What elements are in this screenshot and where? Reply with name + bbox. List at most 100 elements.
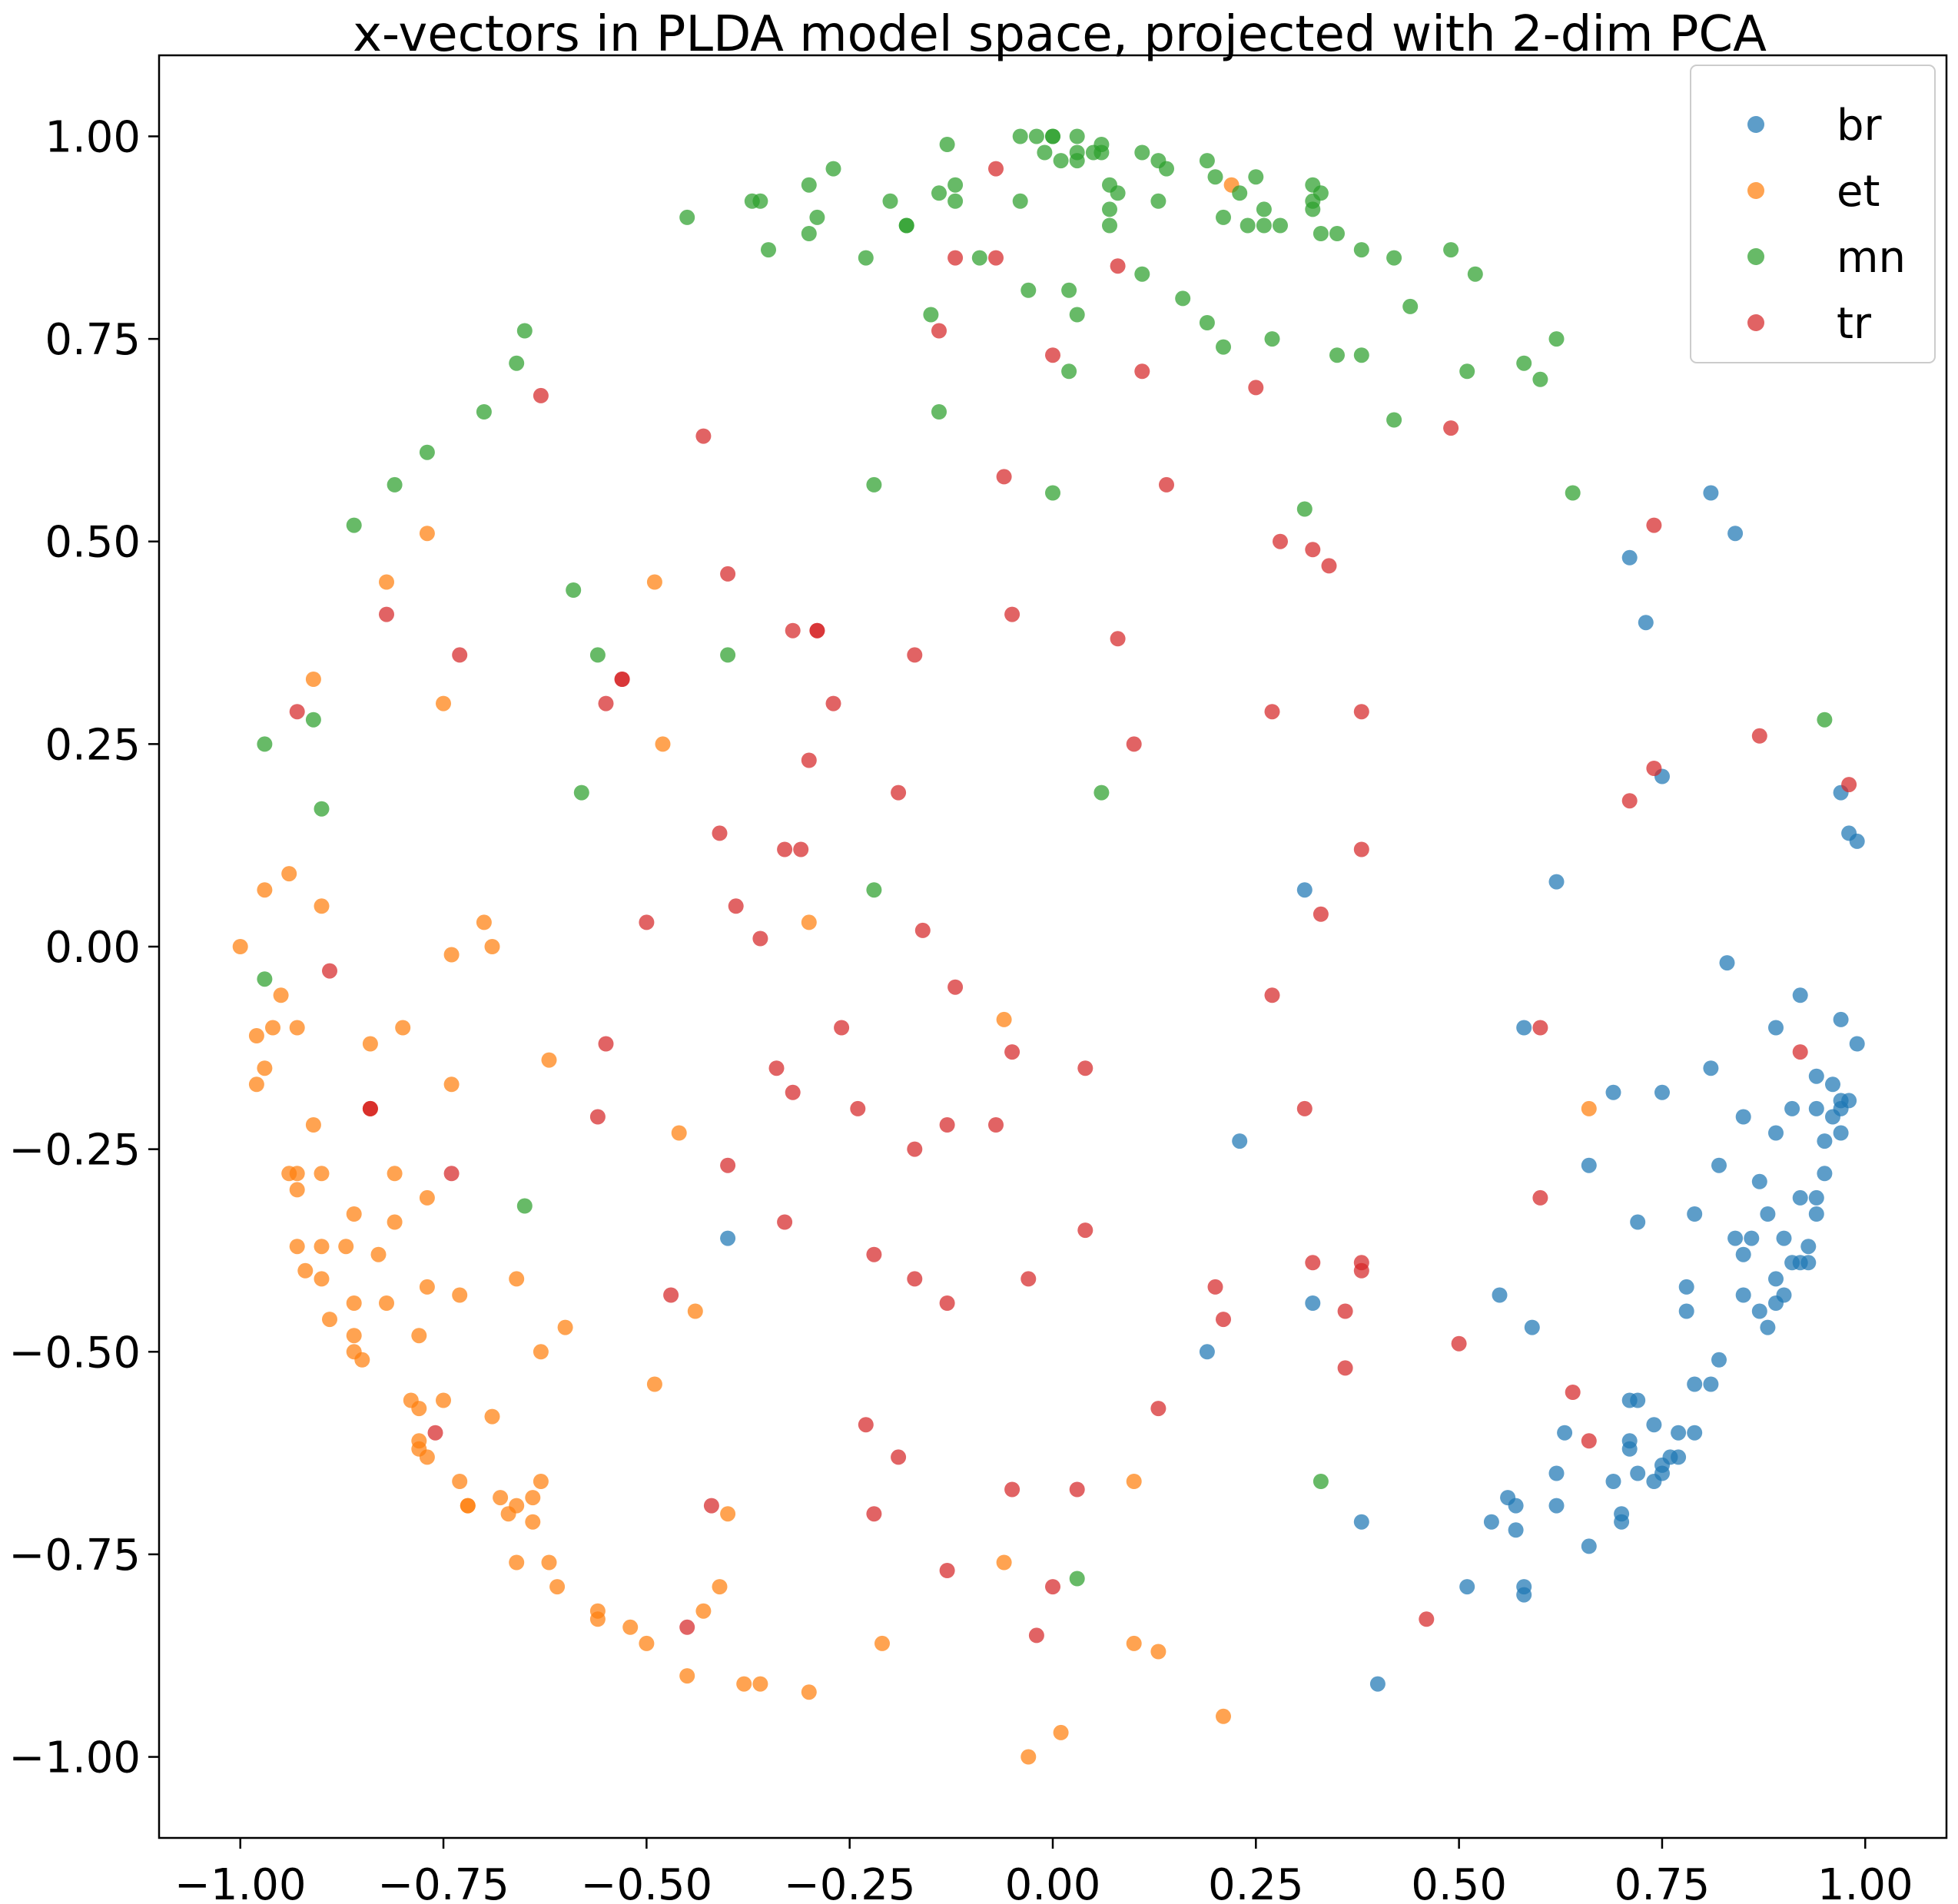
point-tr	[452, 647, 468, 663]
point-mn	[1207, 169, 1223, 185]
point-tr	[1451, 1335, 1467, 1352]
x-tick-label: −0.75	[377, 1860, 509, 1904]
point-tr	[1646, 761, 1662, 776]
point-et	[322, 1312, 337, 1328]
point-tr	[1273, 533, 1288, 549]
point-mn	[866, 882, 882, 898]
y-tick-label: −1.00	[8, 1733, 141, 1783]
point-mn	[1069, 1571, 1085, 1587]
point-mn	[1386, 412, 1402, 428]
point-et	[387, 1166, 403, 1182]
point-tr	[939, 1117, 955, 1133]
point-et	[370, 1246, 387, 1262]
x-tick-label: −1.00	[174, 1860, 307, 1904]
point-et	[639, 1635, 655, 1651]
point-mn	[1045, 485, 1060, 501]
point-et	[655, 736, 671, 752]
point-et	[1581, 1100, 1597, 1116]
point-mn	[257, 736, 273, 752]
point-mn	[1386, 250, 1402, 266]
point-br	[1768, 1295, 1784, 1311]
point-mn	[1012, 128, 1028, 144]
point-tr	[947, 250, 964, 266]
point-tr	[1110, 258, 1126, 274]
point-et	[1126, 1474, 1142, 1489]
point-mn	[1353, 242, 1369, 258]
point-br	[1711, 1157, 1727, 1173]
point-et	[1216, 1708, 1231, 1724]
point-tr	[866, 1246, 882, 1262]
point-mn	[1256, 217, 1272, 234]
point-mn	[1061, 282, 1077, 298]
point-et	[387, 1214, 403, 1230]
point-mn	[898, 217, 914, 234]
point-tr	[1305, 542, 1321, 558]
point-mn	[1134, 144, 1150, 161]
point-et	[476, 914, 492, 930]
point-br	[1833, 1011, 1849, 1027]
point-et	[346, 1295, 362, 1311]
series-tr	[289, 161, 1857, 1644]
point-tr	[1353, 1262, 1369, 1279]
legend-label-mn: mn	[1837, 233, 1906, 283]
point-tr	[907, 647, 923, 663]
x-tick-label: 0.00	[1005, 1860, 1101, 1904]
point-mn	[1150, 193, 1167, 209]
point-br	[720, 1230, 736, 1246]
point-mn	[346, 517, 362, 533]
point-tr	[752, 930, 768, 947]
y-tick-label: 0.50	[45, 518, 141, 568]
point-tr	[907, 1271, 923, 1287]
y-tick-label: 0.25	[45, 720, 141, 770]
point-tr	[427, 1425, 443, 1441]
point-br	[1671, 1425, 1687, 1441]
point-tr	[1045, 347, 1060, 363]
point-tr	[793, 841, 809, 857]
point-tr	[1305, 1255, 1321, 1271]
point-tr	[768, 1060, 785, 1076]
points-layer	[232, 128, 1865, 1765]
point-et	[671, 1125, 687, 1141]
point-mn	[866, 476, 882, 493]
point-tr	[1751, 728, 1767, 744]
point-br	[1768, 1125, 1784, 1141]
point-br	[1808, 1206, 1824, 1222]
point-tr	[598, 1036, 614, 1052]
point-br	[1646, 1417, 1662, 1433]
x-tick-label: −0.50	[581, 1860, 713, 1904]
point-tr	[1004, 1044, 1020, 1060]
point-tr	[1150, 1401, 1167, 1417]
point-et	[452, 1287, 468, 1303]
point-et	[314, 898, 330, 914]
point-et	[281, 1166, 297, 1182]
point-tr	[1621, 793, 1638, 809]
point-et	[289, 1239, 305, 1255]
x-tick-label: 1.00	[1817, 1860, 1913, 1904]
point-tr	[931, 323, 947, 339]
point-br	[1800, 1255, 1817, 1271]
point-mn	[1069, 307, 1085, 323]
point-br	[1508, 1498, 1524, 1514]
legend-box	[1690, 65, 1936, 363]
point-mn	[752, 193, 768, 209]
point-mn	[516, 323, 533, 339]
point-mn	[566, 582, 582, 598]
point-tr	[1159, 476, 1174, 493]
point-et	[1126, 1635, 1142, 1651]
point-br	[1825, 1109, 1840, 1125]
point-tr	[362, 1100, 378, 1116]
point-et	[305, 672, 321, 687]
point-et	[509, 1271, 525, 1287]
point-mn	[1037, 144, 1053, 161]
point-tr	[1134, 363, 1150, 380]
point-mn	[1110, 185, 1126, 201]
point-br	[1760, 1319, 1776, 1335]
series-mn	[257, 128, 1833, 1587]
point-mn	[1402, 298, 1419, 314]
point-br	[1727, 526, 1744, 542]
point-tr	[939, 1563, 955, 1578]
point-et	[493, 1490, 509, 1506]
point-br	[1621, 549, 1638, 566]
